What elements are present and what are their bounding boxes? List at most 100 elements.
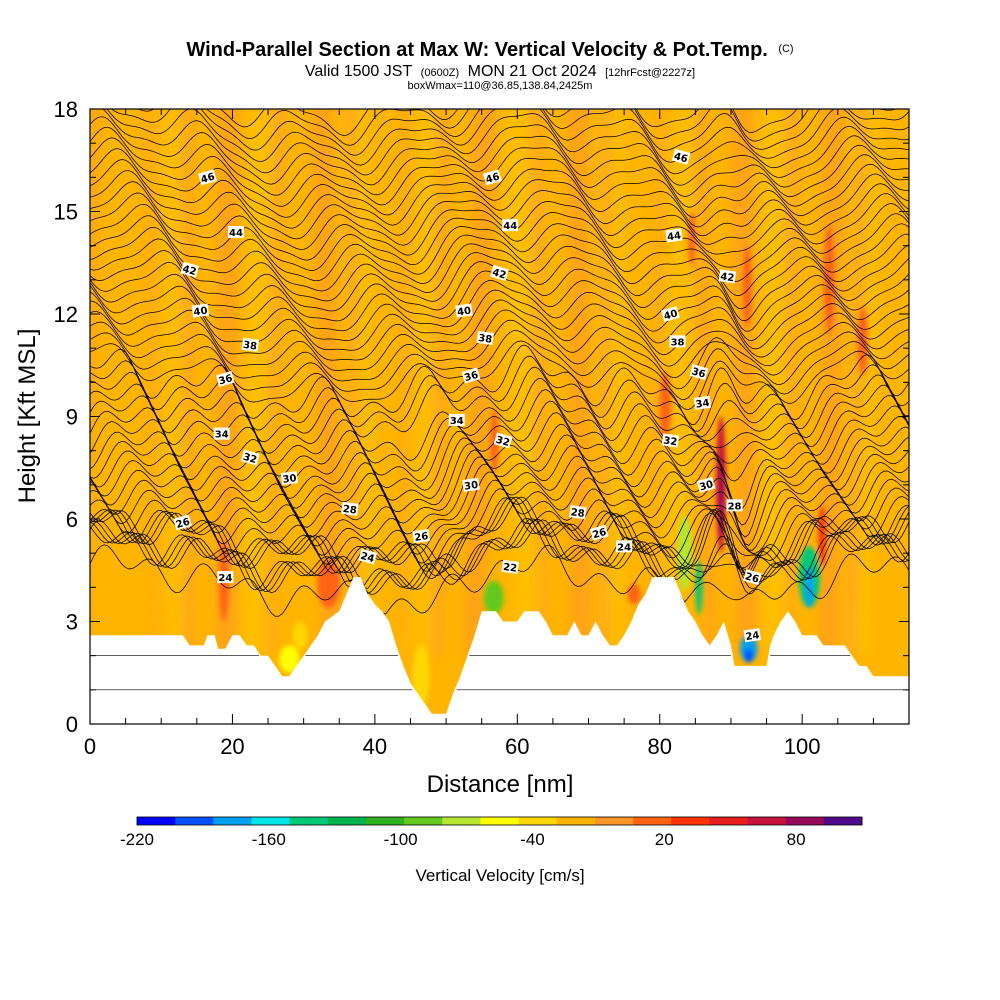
contour-label: 46 — [671, 148, 691, 165]
velocity-band — [538, 109, 559, 656]
theta-contour — [90, 244, 909, 322]
contour-label: 44 — [665, 228, 683, 243]
x-tick-label: 0 — [84, 734, 96, 759]
colorbar-swatch — [556, 817, 596, 825]
colorbar-swatch — [671, 817, 710, 825]
contour-label: 28 — [341, 501, 359, 517]
subtitle-forecast: [12hrFcst@2227z] — [605, 67, 695, 79]
contour-label: 32 — [240, 449, 260, 466]
contour-label-text: 36 — [218, 373, 234, 387]
contour-label: 42 — [490, 265, 509, 282]
theta-contour — [90, 319, 909, 390]
subtitle-utc: (0600Z) — [421, 67, 460, 79]
theta-contour — [90, 544, 909, 617]
theta-contour — [90, 455, 909, 546]
contour-label-bg — [743, 628, 762, 643]
contour-label-text: 28 — [570, 507, 585, 520]
contour-label-text: 38 — [671, 337, 685, 348]
contour-label-text: 36 — [463, 370, 479, 384]
velocity-patch — [805, 566, 814, 608]
y-tick-label: 15 — [54, 200, 78, 225]
velocity-patch — [317, 560, 340, 608]
colorbar-swatch — [480, 817, 520, 825]
contour-label-bg — [661, 433, 680, 448]
theta-contour — [90, 424, 909, 510]
contour-label-text: 46 — [200, 172, 216, 186]
colorbar-tick-label: -160 — [252, 830, 286, 849]
chart-title: Wind-Parallel Section at Max W: Vertical… — [186, 39, 793, 61]
colorbar-swatch — [594, 817, 634, 825]
contour-label-bg — [461, 367, 481, 384]
x-tick-label: 60 — [505, 734, 529, 759]
contour-label-bg — [217, 571, 234, 584]
velocity-band — [916, 92, 946, 656]
velocity-band — [311, 109, 344, 656]
contour-label-text: 26 — [591, 527, 607, 541]
copyright-mark: (C) — [778, 43, 793, 55]
contour-label: 26 — [412, 529, 430, 544]
contour-label-text: 30 — [464, 480, 479, 493]
contour-label-bg — [476, 330, 495, 345]
y-tick-label: 12 — [54, 302, 78, 327]
x-tick-label: 80 — [647, 734, 671, 759]
theta-contour — [90, 233, 909, 310]
theta-contour — [106, 109, 909, 166]
theta-contour — [90, 471, 909, 555]
contour-label-text: 42 — [720, 271, 735, 284]
velocity-patch — [695, 560, 703, 615]
contour-label-bg — [718, 269, 737, 284]
colorbar-tick-label: -40 — [520, 830, 545, 849]
contour-label: 22 — [501, 559, 519, 575]
terrain-mask — [90, 577, 909, 724]
colorbar-swatch — [633, 817, 672, 825]
contour-label-bg — [671, 148, 691, 165]
theta-contour — [90, 170, 909, 240]
contour-label-bg — [661, 306, 680, 322]
theta-contour — [90, 518, 909, 592]
contour-label: 24 — [358, 548, 378, 565]
velocity-band — [433, 109, 446, 656]
contour-label: 32 — [493, 432, 513, 449]
contour-label-text: 34 — [215, 430, 229, 441]
colorbar-swatch — [823, 817, 863, 825]
contour-label-bg — [502, 219, 519, 232]
contour-label-bg — [483, 169, 502, 186]
theta-contour — [90, 148, 909, 218]
contour-label-text: 30 — [698, 479, 714, 493]
contour-label-bg — [616, 540, 633, 553]
contour-labels: 46 44 42 40 38 36 34 32 30 28 26 24 24 26 22 46 44 42 40 38… — [173, 148, 762, 643]
contour-label: 24 — [217, 571, 234, 584]
contour-label-bg — [240, 449, 260, 466]
theta-contour — [90, 137, 909, 208]
contour-label-bg — [742, 569, 762, 586]
terrain-guide-lines — [90, 655, 909, 691]
velocity-band — [240, 109, 275, 656]
contour-label-text: 32 — [494, 435, 510, 449]
theta-contour — [90, 203, 909, 271]
colorbar-swatch — [404, 817, 443, 825]
colorbar-swatch — [289, 817, 329, 825]
colorbar-swatch — [251, 817, 291, 825]
theta-contour — [219, 109, 798, 136]
contour-label-bg — [215, 370, 235, 387]
theta-contour — [90, 519, 909, 595]
colorbar-swatch — [518, 817, 558, 825]
theta-contours — [90, 109, 909, 617]
velocity-patch — [279, 645, 300, 673]
contour-label: 28 — [726, 499, 743, 512]
contour-label-bg — [448, 413, 465, 426]
contour-label-text: 30 — [282, 473, 297, 486]
colorbar-frame — [136, 816, 863, 826]
contour-label-bg — [191, 303, 210, 318]
theta-contour — [90, 159, 909, 229]
contour-label-bg — [173, 514, 192, 531]
contour-label-text: 32 — [242, 452, 258, 466]
contour-label-text: 38 — [477, 333, 492, 346]
contour-label: 38 — [669, 335, 686, 348]
contour-label-text: 24 — [745, 630, 760, 643]
contour-label: 34 — [693, 395, 712, 411]
colorbar-swatch — [175, 817, 214, 825]
contour-label-text: 40 — [456, 306, 471, 319]
contour-label: 38 — [476, 330, 495, 346]
